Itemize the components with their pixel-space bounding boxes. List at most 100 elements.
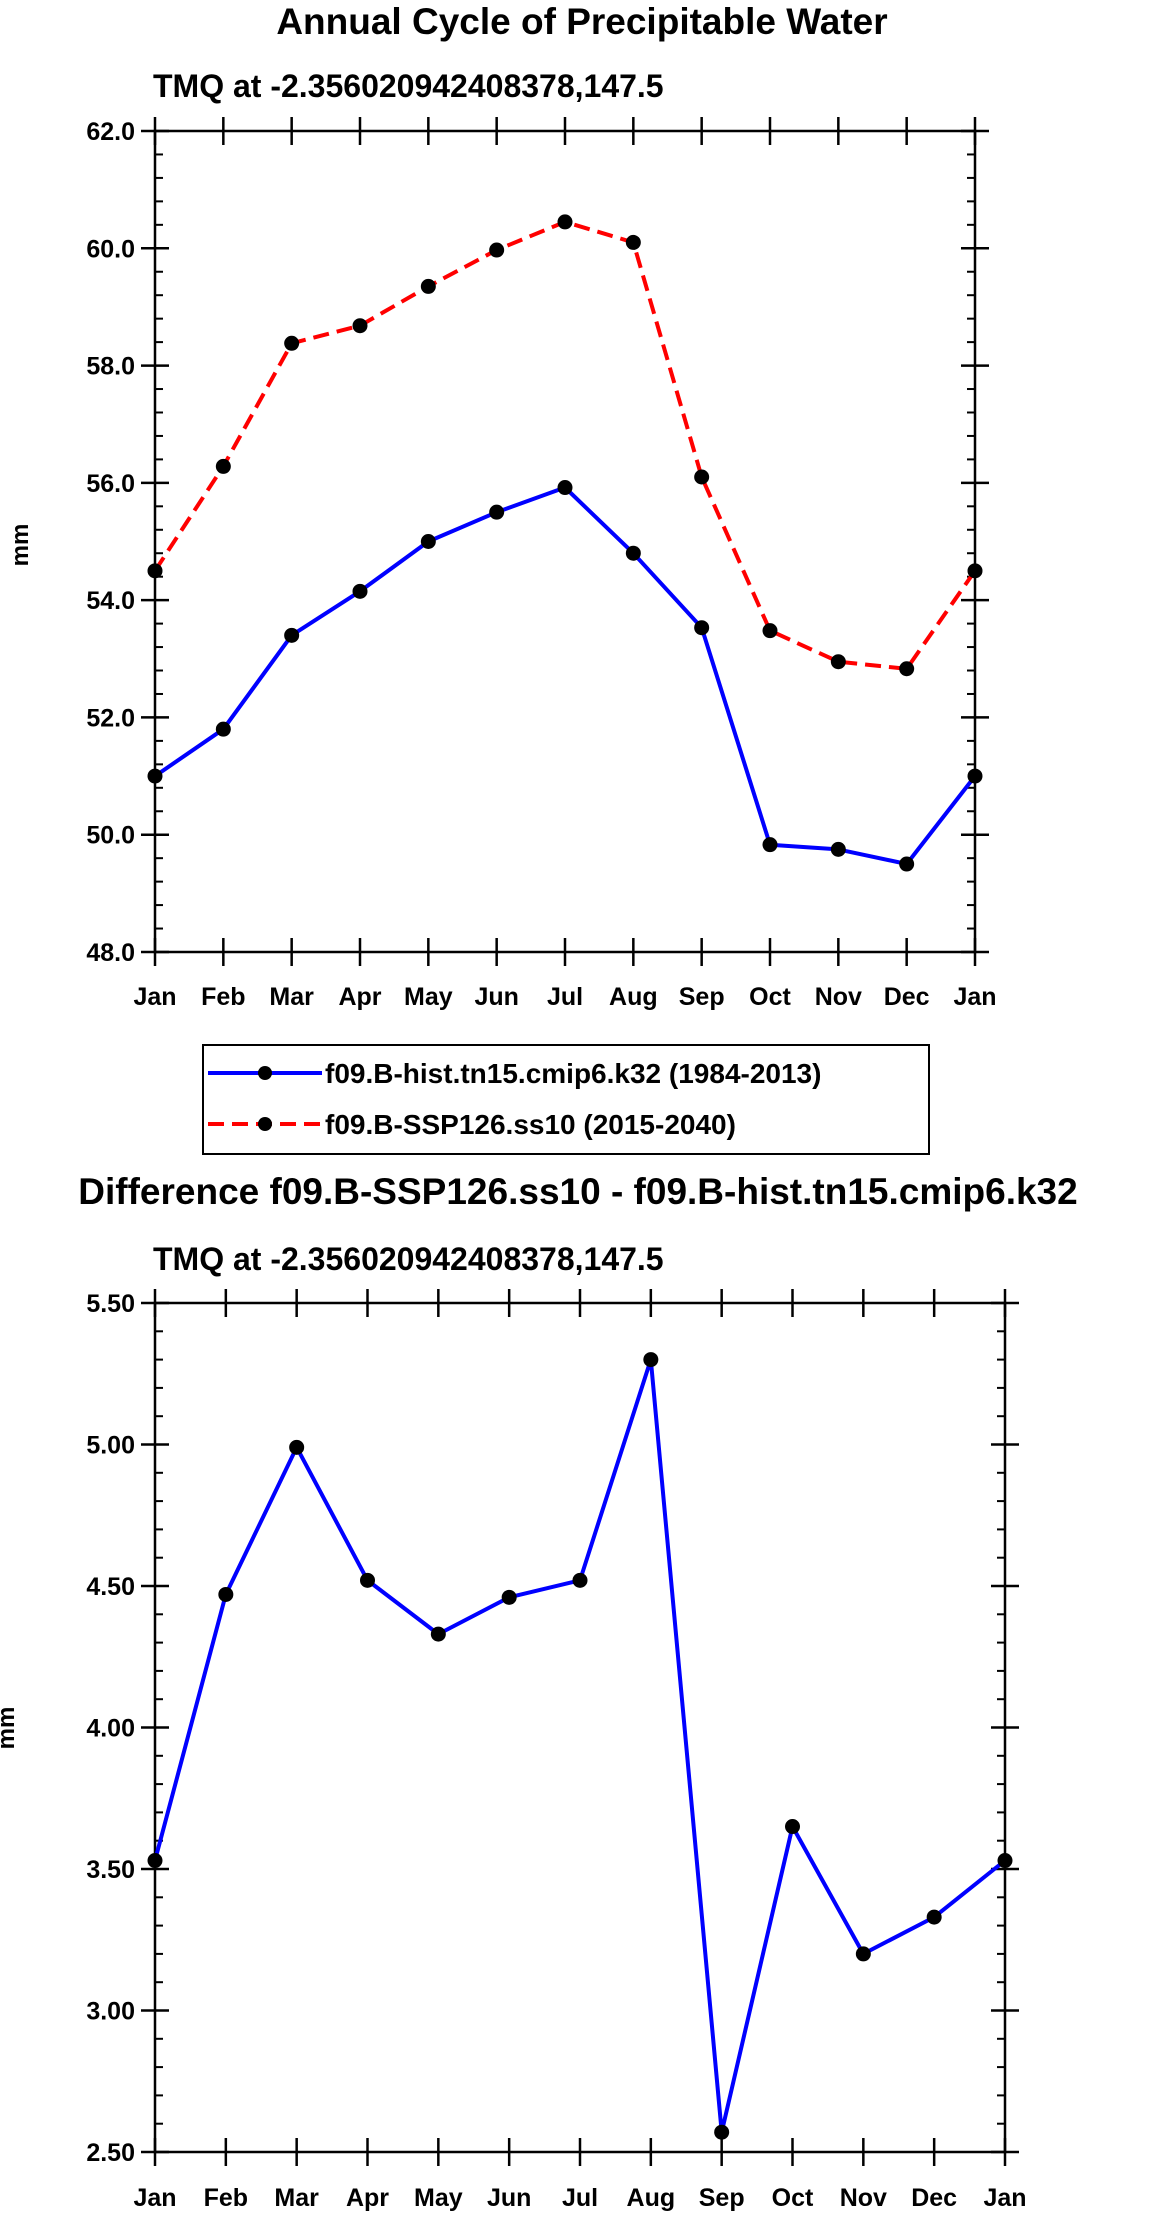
chart-1-series-0-point (830, 841, 846, 857)
chart-2-series-line-0 (153, 1357, 1007, 2135)
chart-1-y-tick-label: 62.0 (86, 118, 135, 146)
chart-2-x-tick-label: Jun (487, 2184, 531, 2212)
chart-2-series-0-point (714, 2124, 730, 2140)
chart-1-series-1-point (284, 335, 300, 351)
chart-1-x-tick-label: Aug (609, 983, 658, 1011)
chart-2-axes: 2.50 3.00 3.50 4.00 4.50 5.00 5.50 Jan Feb Mar Apr… (86, 1289, 1027, 2212)
chart-1-y-axis-label: mm (7, 524, 34, 567)
chart-1-axes: 48.0 50.0 52.0 54.0 56.0 58.0 60.0 62.0 Jan Feb Ma… (86, 117, 997, 1011)
chart-1-series-0-point (147, 768, 163, 784)
chart-2-y-tick-label: 4.00 (86, 1715, 135, 1743)
chart-1-series-1-point (420, 278, 436, 294)
chart-2-plot-area (147, 1352, 1013, 2140)
chart-1-x-tick-label: Jan (133, 983, 176, 1011)
chart-1-series-0-point (557, 480, 573, 496)
chart-1-y-tick-label: 48.0 (86, 939, 135, 967)
chart-1-title: Annual Cycle of Precipitable Water (276, 1, 887, 42)
chart-1-legend: f09.B-hist.tn15.cmip6.k32 (1984-2013) f0… (202, 1044, 930, 1155)
chart-2-y-tick-label: 5.50 (86, 1290, 135, 1318)
chart-2-x-tick-label: May (414, 2184, 463, 2212)
chart-2-series-0-point (147, 1853, 163, 1869)
chart-1-series-0-point (694, 620, 710, 636)
chart-2-title: Difference f09.B-SSP126.ss10 - f09.B-his… (78, 1171, 1077, 1212)
legend-marker-hist (258, 1066, 272, 1080)
chart-1-series-1-point (899, 661, 915, 677)
chart-2-x-tick-label: Sep (699, 2184, 745, 2212)
chart-1-x-tick-label: Oct (749, 983, 791, 1011)
chart-1-x-tick-label: Jan (953, 983, 996, 1011)
chart-1-series-1-point (625, 234, 641, 250)
chart-2-x-tick-label: Apr (346, 2184, 389, 2212)
chart-2-series-0-point (855, 1946, 871, 1962)
chart-2-y-tick-label: 2.50 (86, 2139, 135, 2167)
chart-1-series-line-0 (153, 485, 977, 866)
chart-1-series-1-point (830, 654, 846, 670)
chart-1-series-1-point (557, 214, 573, 230)
legend-box (202, 1044, 930, 1155)
chart-1-frame (153, 129, 977, 954)
chart-2-series-0-point (785, 1819, 800, 1835)
chart-1-y-tick-label: 52.0 (86, 704, 135, 732)
chart-1-plot-area (147, 214, 983, 872)
chart-1-series-0-point (352, 583, 368, 599)
chart-1-y-tick-label: 56.0 (86, 470, 135, 498)
chart-1-x-tick-label: Dec (884, 983, 930, 1011)
chart-1-series-0-point (420, 534, 436, 549)
chart-1-series-0-point (625, 545, 641, 561)
chart-1-series-1-point (215, 458, 231, 474)
chart-1-series-1-point (694, 469, 710, 485)
chart-2-x-tick-label: Jan (133, 2184, 176, 2212)
chart-1-y-tick-label: 50.0 (86, 822, 135, 850)
chart-1-x-tick-label: Feb (201, 983, 245, 1011)
chart-1-x-tick-label: Jul (547, 983, 583, 1011)
chart-1-series-1-point (147, 563, 163, 579)
legend-label-ssp: f09.B-SSP126.ss10 (2015-2040) (325, 1109, 736, 1140)
chart-2-x-tick-label: Jul (562, 2184, 598, 2212)
chart-1-series-0-point (489, 504, 505, 520)
chart-2-subtitle: TMQ at -2.356020942408378,147.5 (153, 1241, 664, 1277)
chart-2-x-tick-label: Jan (983, 2184, 1026, 2212)
chart-2-series-0-point (572, 1572, 588, 1588)
chart-2-frame (153, 1301, 1007, 2154)
chart-2-x-tick-label: Feb (204, 2184, 248, 2212)
chart-2-x-tick-label: Dec (911, 2184, 957, 2212)
chart-1-x-tick-label: May (404, 983, 453, 1011)
chart-2-y-tick-label: 3.50 (86, 1856, 135, 1884)
chart-2-x-tick-label: Aug (627, 2184, 676, 2212)
chart-1-series-1-point (352, 318, 368, 334)
chart-2-series-0-point (997, 1853, 1013, 1869)
chart-1-series-0-point (967, 768, 983, 784)
chart-1-y-tick-label: 58.0 (86, 353, 135, 381)
chart-1-series-1-point (762, 623, 778, 639)
chart-2-series-0-point (501, 1589, 517, 1605)
chart-1-x-tick-label: Nov (815, 983, 862, 1011)
chart-1-series-1-point (967, 563, 983, 579)
chart-1-series-0-point (762, 837, 778, 853)
chart-1-series-1-point (489, 242, 505, 258)
chart-1-x-tick-label: Mar (269, 983, 314, 1011)
chart-2-y-tick-label: 5.00 (86, 1432, 135, 1460)
chart-2-x-tick-label: Mar (274, 2184, 319, 2212)
chart-1-x-tick-label: Jun (474, 983, 518, 1011)
chart-1-series-0-point (215, 721, 231, 737)
chart-2-series-0-point (430, 1626, 446, 1642)
chart-1-subtitle: TMQ at -2.356020942408378,147.5 (153, 68, 664, 104)
legend-label-hist: f09.B-hist.tn15.cmip6.k32 (1984-2013) (325, 1058, 821, 1089)
chart-1-y-tick-label: 60.0 (86, 235, 135, 263)
chart-1-x-tick-label: Sep (679, 983, 725, 1011)
chart-2-series-0-point (289, 1439, 305, 1455)
chart-2-x-tick-label: Oct (772, 2184, 814, 2212)
chart-2-x-tick-label: Nov (840, 2184, 887, 2212)
legend-marker-ssp (258, 1117, 272, 1131)
chart-2-series-0-point (360, 1572, 375, 1588)
chart-2-y-tick-label: 4.50 (86, 1573, 135, 1601)
chart-1-x-tick-label: Apr (338, 983, 381, 1011)
chart-2-y-axis-label: mm (0, 1707, 20, 1750)
chart-1-series-0-point (899, 856, 915, 872)
chart-1-series-line-1 (153, 219, 977, 671)
chart-2-series-0-point (643, 1352, 659, 1368)
chart-2-series-0-point (218, 1586, 234, 1602)
chart-2-series-0-point (926, 1909, 942, 1925)
chart-1-y-tick-label: 54.0 (86, 587, 135, 615)
